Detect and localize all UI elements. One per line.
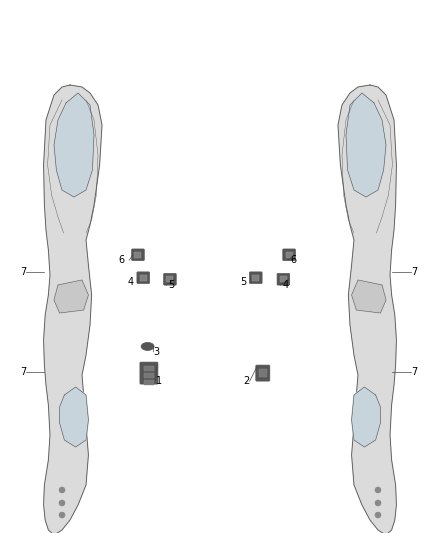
Polygon shape: [44, 85, 102, 533]
FancyBboxPatch shape: [137, 272, 149, 284]
Circle shape: [375, 487, 381, 493]
Polygon shape: [352, 387, 380, 447]
Circle shape: [59, 512, 65, 518]
Bar: [144, 373, 154, 378]
Text: 6: 6: [290, 255, 297, 265]
Polygon shape: [60, 387, 88, 447]
Circle shape: [59, 500, 65, 506]
Polygon shape: [54, 280, 88, 313]
Circle shape: [375, 500, 381, 506]
Bar: [144, 380, 154, 385]
FancyBboxPatch shape: [256, 365, 270, 381]
Circle shape: [375, 512, 381, 518]
Bar: [166, 276, 173, 282]
Text: 6: 6: [119, 255, 125, 265]
Text: 3: 3: [153, 347, 159, 357]
Polygon shape: [352, 280, 386, 313]
Bar: [252, 274, 259, 281]
FancyBboxPatch shape: [132, 249, 144, 261]
FancyBboxPatch shape: [277, 273, 290, 285]
FancyBboxPatch shape: [250, 272, 262, 284]
Text: 5: 5: [169, 280, 175, 290]
FancyBboxPatch shape: [140, 362, 158, 384]
FancyBboxPatch shape: [283, 249, 295, 261]
Polygon shape: [54, 93, 94, 197]
Polygon shape: [346, 93, 386, 197]
Text: 4: 4: [127, 278, 134, 287]
Text: 1: 1: [155, 376, 162, 386]
Circle shape: [59, 487, 65, 493]
Bar: [140, 274, 147, 281]
Text: 7: 7: [20, 367, 26, 377]
Ellipse shape: [141, 342, 154, 351]
Text: 7: 7: [411, 267, 417, 277]
Text: 5: 5: [240, 278, 246, 287]
Text: 2: 2: [244, 376, 250, 386]
Polygon shape: [338, 85, 396, 533]
Text: 7: 7: [20, 267, 26, 277]
Bar: [144, 366, 154, 371]
Bar: [134, 252, 141, 258]
Bar: [280, 276, 287, 282]
Text: 4: 4: [283, 280, 289, 290]
Bar: [259, 369, 267, 377]
Text: 7: 7: [411, 367, 417, 377]
FancyBboxPatch shape: [164, 273, 176, 285]
Bar: [286, 252, 293, 258]
